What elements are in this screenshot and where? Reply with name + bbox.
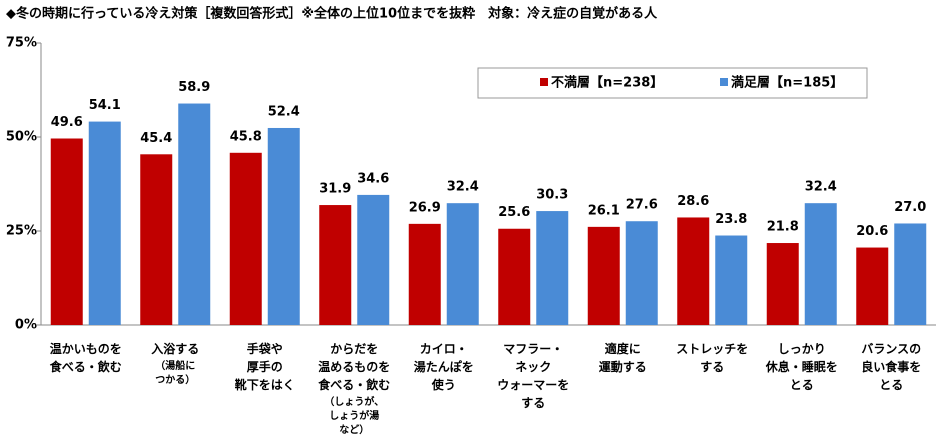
bar bbox=[319, 205, 352, 325]
data-label: 45.4 bbox=[140, 131, 172, 146]
x-tick-note: （しょうが、 しょうが湯 など） bbox=[324, 397, 385, 436]
data-label: 28.6 bbox=[677, 194, 709, 209]
x-tick-label: からだを 温めるものを 食べる・飲む bbox=[318, 342, 391, 392]
bar bbox=[677, 217, 710, 325]
bar bbox=[625, 221, 658, 325]
data-label: 58.9 bbox=[178, 80, 210, 95]
data-label: 32.4 bbox=[447, 180, 479, 195]
data-label: 52.4 bbox=[268, 104, 300, 119]
x-tick-label: マフラー・ ネック ウォーマーを する bbox=[497, 342, 570, 410]
bar bbox=[88, 121, 121, 325]
data-label: 32.4 bbox=[805, 180, 837, 195]
bar bbox=[498, 228, 531, 325]
chart-title: ◆冬の時期に行っている冷え対策［複数回答形式］※全体の上位10位までを抜粋 対象… bbox=[6, 6, 658, 22]
bar bbox=[715, 235, 748, 325]
x-tick-label: 温かいものを 食べる・飲む bbox=[49, 342, 122, 374]
data-label: 49.6 bbox=[51, 115, 83, 130]
x-tick-label: 手袋や 厚手の 靴下をはく bbox=[234, 342, 295, 392]
bar bbox=[766, 243, 799, 325]
legend-label: 満足層【n=185】 bbox=[731, 75, 843, 91]
legend-swatch bbox=[720, 78, 728, 86]
data-label: 30.3 bbox=[536, 188, 568, 203]
data-label: 34.6 bbox=[357, 171, 389, 186]
data-label: 20.6 bbox=[856, 224, 888, 239]
bar bbox=[446, 203, 479, 325]
bar bbox=[408, 223, 441, 325]
bar bbox=[229, 152, 262, 325]
bar bbox=[178, 103, 211, 325]
data-label: 21.8 bbox=[767, 220, 799, 235]
data-label: 45.8 bbox=[230, 129, 262, 144]
x-tick-label: 適度に 運動する bbox=[598, 342, 647, 374]
bar bbox=[804, 203, 837, 325]
legend-swatch bbox=[540, 78, 548, 86]
x-tick-label: 入浴する bbox=[151, 342, 200, 356]
data-label: 54.1 bbox=[89, 98, 121, 113]
y-tick-label: 75% bbox=[6, 36, 37, 51]
bar bbox=[894, 223, 927, 325]
x-tick-label: ストレッチを する bbox=[676, 342, 749, 374]
y-tick-label: 25% bbox=[6, 224, 37, 239]
data-label: 27.6 bbox=[626, 198, 658, 213]
data-label: 25.6 bbox=[498, 205, 530, 220]
bar bbox=[536, 211, 569, 325]
bar bbox=[357, 194, 390, 325]
bar bbox=[267, 127, 300, 325]
data-label: 31.9 bbox=[319, 182, 351, 197]
bar bbox=[140, 154, 173, 325]
data-label: 27.0 bbox=[894, 200, 926, 215]
data-label: 26.1 bbox=[588, 203, 620, 218]
bar bbox=[587, 226, 620, 325]
data-label: 26.9 bbox=[409, 200, 441, 215]
bar bbox=[50, 138, 83, 325]
legend-label: 不満層【n=238】 bbox=[551, 75, 663, 91]
x-tick-note: （湯船に つかる） bbox=[155, 361, 196, 386]
y-tick-label: 0% bbox=[15, 318, 37, 333]
x-tick-label: しっかり 休息・睡眠を とる bbox=[765, 342, 838, 392]
data-label: 23.8 bbox=[715, 212, 747, 227]
y-tick-label: 50% bbox=[6, 130, 37, 145]
bar bbox=[856, 247, 889, 325]
x-tick-label: カイロ・ 湯たんぽを 使う bbox=[413, 342, 474, 392]
x-tick-label: バランスの 良い食事を とる bbox=[861, 342, 922, 392]
